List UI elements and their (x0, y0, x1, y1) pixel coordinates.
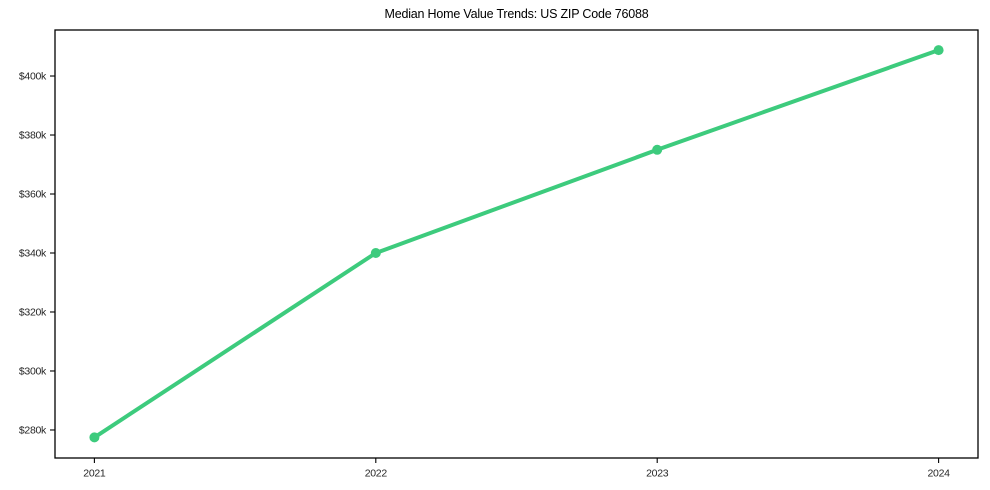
y-axis-tick-label: $360k (19, 189, 47, 201)
data-point-marker (370, 248, 381, 258)
data-point-marker (933, 45, 944, 56)
y-axis-tick-label: $300k (19, 366, 47, 378)
chart-title: Median Home Value Trends: US ZIP Code 76… (384, 7, 649, 21)
y-axis-tick-label: $380k (19, 130, 47, 142)
data-point-marker (89, 432, 100, 443)
plot-frame (54, 29, 979, 459)
trend-line (92, 48, 941, 440)
y-axis-tick-label: $320k (19, 307, 47, 319)
x-axis-tick-label: 2024 (928, 468, 951, 480)
y-axis-tick-label: $400k (19, 71, 47, 83)
x-axis-tick-label: 2021 (83, 468, 106, 480)
x-axis-tick-label: 2022 (365, 468, 388, 480)
x-axis-tick-label: 2023 (646, 468, 669, 480)
data-point-marker (652, 144, 663, 155)
y-axis-tick-label: $340k (19, 248, 47, 260)
y-axis-tick-label: $280k (19, 425, 47, 437)
